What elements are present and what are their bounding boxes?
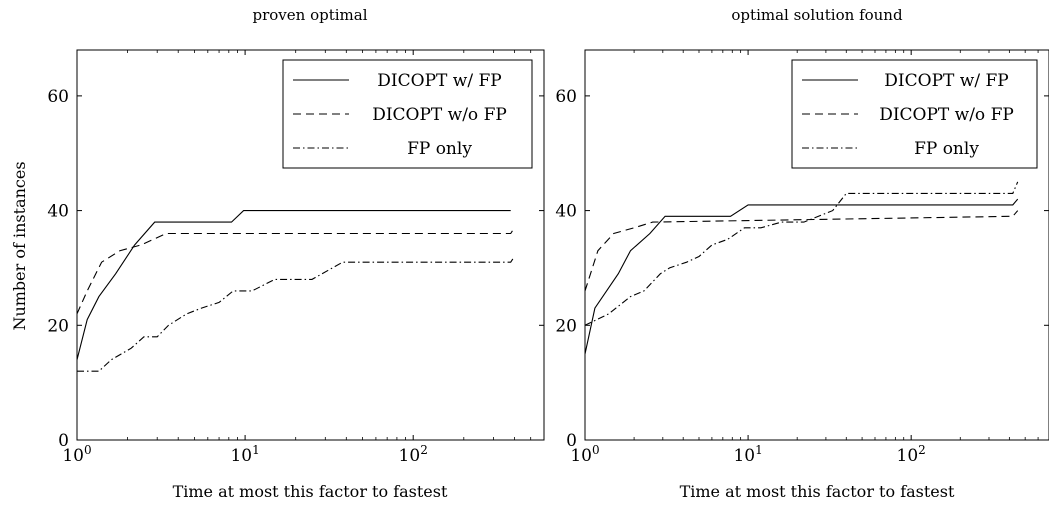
x-tick-label: 102: [399, 443, 428, 466]
x-tick-base: 10: [733, 446, 755, 466]
series-line-dashed: [76, 227, 515, 315]
series-line-solid: [584, 198, 1019, 355]
x-tick-label: 101: [230, 443, 259, 466]
y-tick-label: 40: [47, 202, 69, 222]
y-tick-label: 0: [58, 431, 69, 451]
y-tick-label: 20: [555, 316, 577, 336]
x-tick-exponent: 1: [755, 443, 763, 457]
x-axis-label: Time at most this factor to fastest: [680, 482, 955, 501]
x-tick-exponent: 0: [84, 443, 92, 457]
x-tick-exponent: 2: [918, 443, 926, 457]
y-tick-label: 20: [47, 316, 69, 336]
x-axis-label: Time at most this factor to fastest: [173, 482, 448, 501]
legend-label: DICOPT w/ FP: [377, 71, 501, 91]
y-tick-label: 0: [566, 431, 577, 451]
y-tick-label: 60: [47, 87, 69, 107]
plot-frame: [76, 49, 545, 441]
series-line-dashdot: [77, 256, 515, 372]
x-tick-base: 10: [399, 446, 421, 466]
chart-title: optimal solution found: [731, 6, 903, 24]
x-tick-label: 100: [570, 443, 599, 466]
x-tick-label: 101: [733, 443, 762, 466]
x-tick-exponent: 2: [420, 443, 428, 457]
x-tick-base: 10: [570, 446, 592, 466]
legend-label: DICOPT w/o FP: [372, 105, 507, 125]
series-line-dashed: [584, 210, 1019, 292]
x-tick-label: 100: [62, 443, 91, 466]
series-line-dashdot: [584, 181, 1019, 326]
legend-label: DICOPT w/o FP: [879, 105, 1014, 125]
x-tick-base: 10: [230, 446, 252, 466]
y-axis-label: Number of instances: [10, 161, 29, 330]
x-tick-exponent: 1: [252, 443, 260, 457]
chart-title: proven optimal: [252, 6, 367, 24]
legend-label: FP only: [407, 139, 472, 159]
series-line-solid: [76, 210, 511, 360]
plot-frame: [584, 49, 1049, 441]
x-tick-label: 102: [897, 443, 926, 466]
y-tick-label: 40: [555, 202, 577, 222]
y-tick-label: 60: [555, 87, 577, 107]
x-tick-base: 10: [897, 446, 919, 466]
x-tick-base: 10: [62, 446, 84, 466]
legend-label: DICOPT w/ FP: [884, 71, 1008, 91]
x-tick-exponent: 0: [592, 443, 600, 457]
legend-label: FP only: [914, 139, 979, 159]
